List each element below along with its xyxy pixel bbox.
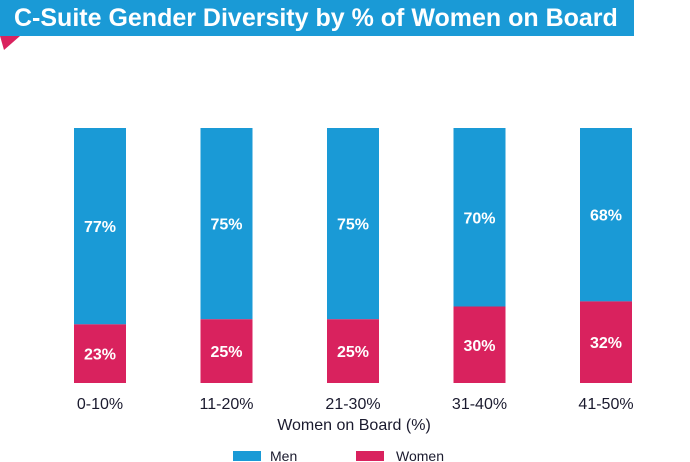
bar-men-21-30% — [327, 128, 379, 320]
bar-men-31-40% — [453, 128, 506, 307]
x-tick-label: 31-40% — [452, 396, 507, 413]
legend-label-women: Women — [396, 448, 444, 462]
bar-women-11-20% — [200, 319, 253, 383]
x-tick-label: 11-20% — [200, 396, 254, 413]
x-axis-title: Women on Board (%) — [277, 417, 431, 434]
title-banner-accent-tab — [0, 36, 20, 50]
bar-women-31-40% — [453, 306, 506, 383]
bar-men-0-10% — [74, 128, 126, 325]
data-label-women-21-30%: 25% — [337, 344, 369, 361]
bar-men-11-20% — [200, 128, 253, 320]
data-label-women-31-40%: 30% — [463, 338, 495, 355]
x-tick-label: 0-10% — [77, 396, 123, 413]
data-label-men-11-20%: 75% — [210, 217, 242, 234]
data-label-men-21-30%: 75% — [337, 217, 369, 234]
bar-women-21-30% — [327, 319, 379, 383]
chart-title: C-Suite Gender Diversity by % of Women o… — [14, 4, 618, 32]
legend-swatch-women — [356, 451, 384, 461]
data-label-women-41-50%: 32% — [590, 335, 622, 352]
x-tick-label: 41-50% — [578, 396, 633, 413]
data-label-men-0-10%: 77% — [84, 219, 116, 236]
data-label-men-41-50%: 68% — [590, 208, 622, 225]
bar-men-41-50% — [580, 128, 632, 302]
data-label-women-0-10%: 23% — [84, 347, 116, 364]
title-banner: C-Suite Gender Diversity by % of Women o… — [0, 0, 634, 36]
legend-label-men: Men — [270, 448, 297, 462]
bar-women-0-10% — [74, 324, 126, 383]
x-tick-label: 21-30% — [325, 396, 380, 413]
legend-swatch-men — [233, 451, 261, 461]
data-label-women-11-20%: 25% — [210, 344, 242, 361]
bar-women-41-50% — [580, 301, 632, 383]
data-label-men-31-40%: 70% — [463, 210, 495, 227]
